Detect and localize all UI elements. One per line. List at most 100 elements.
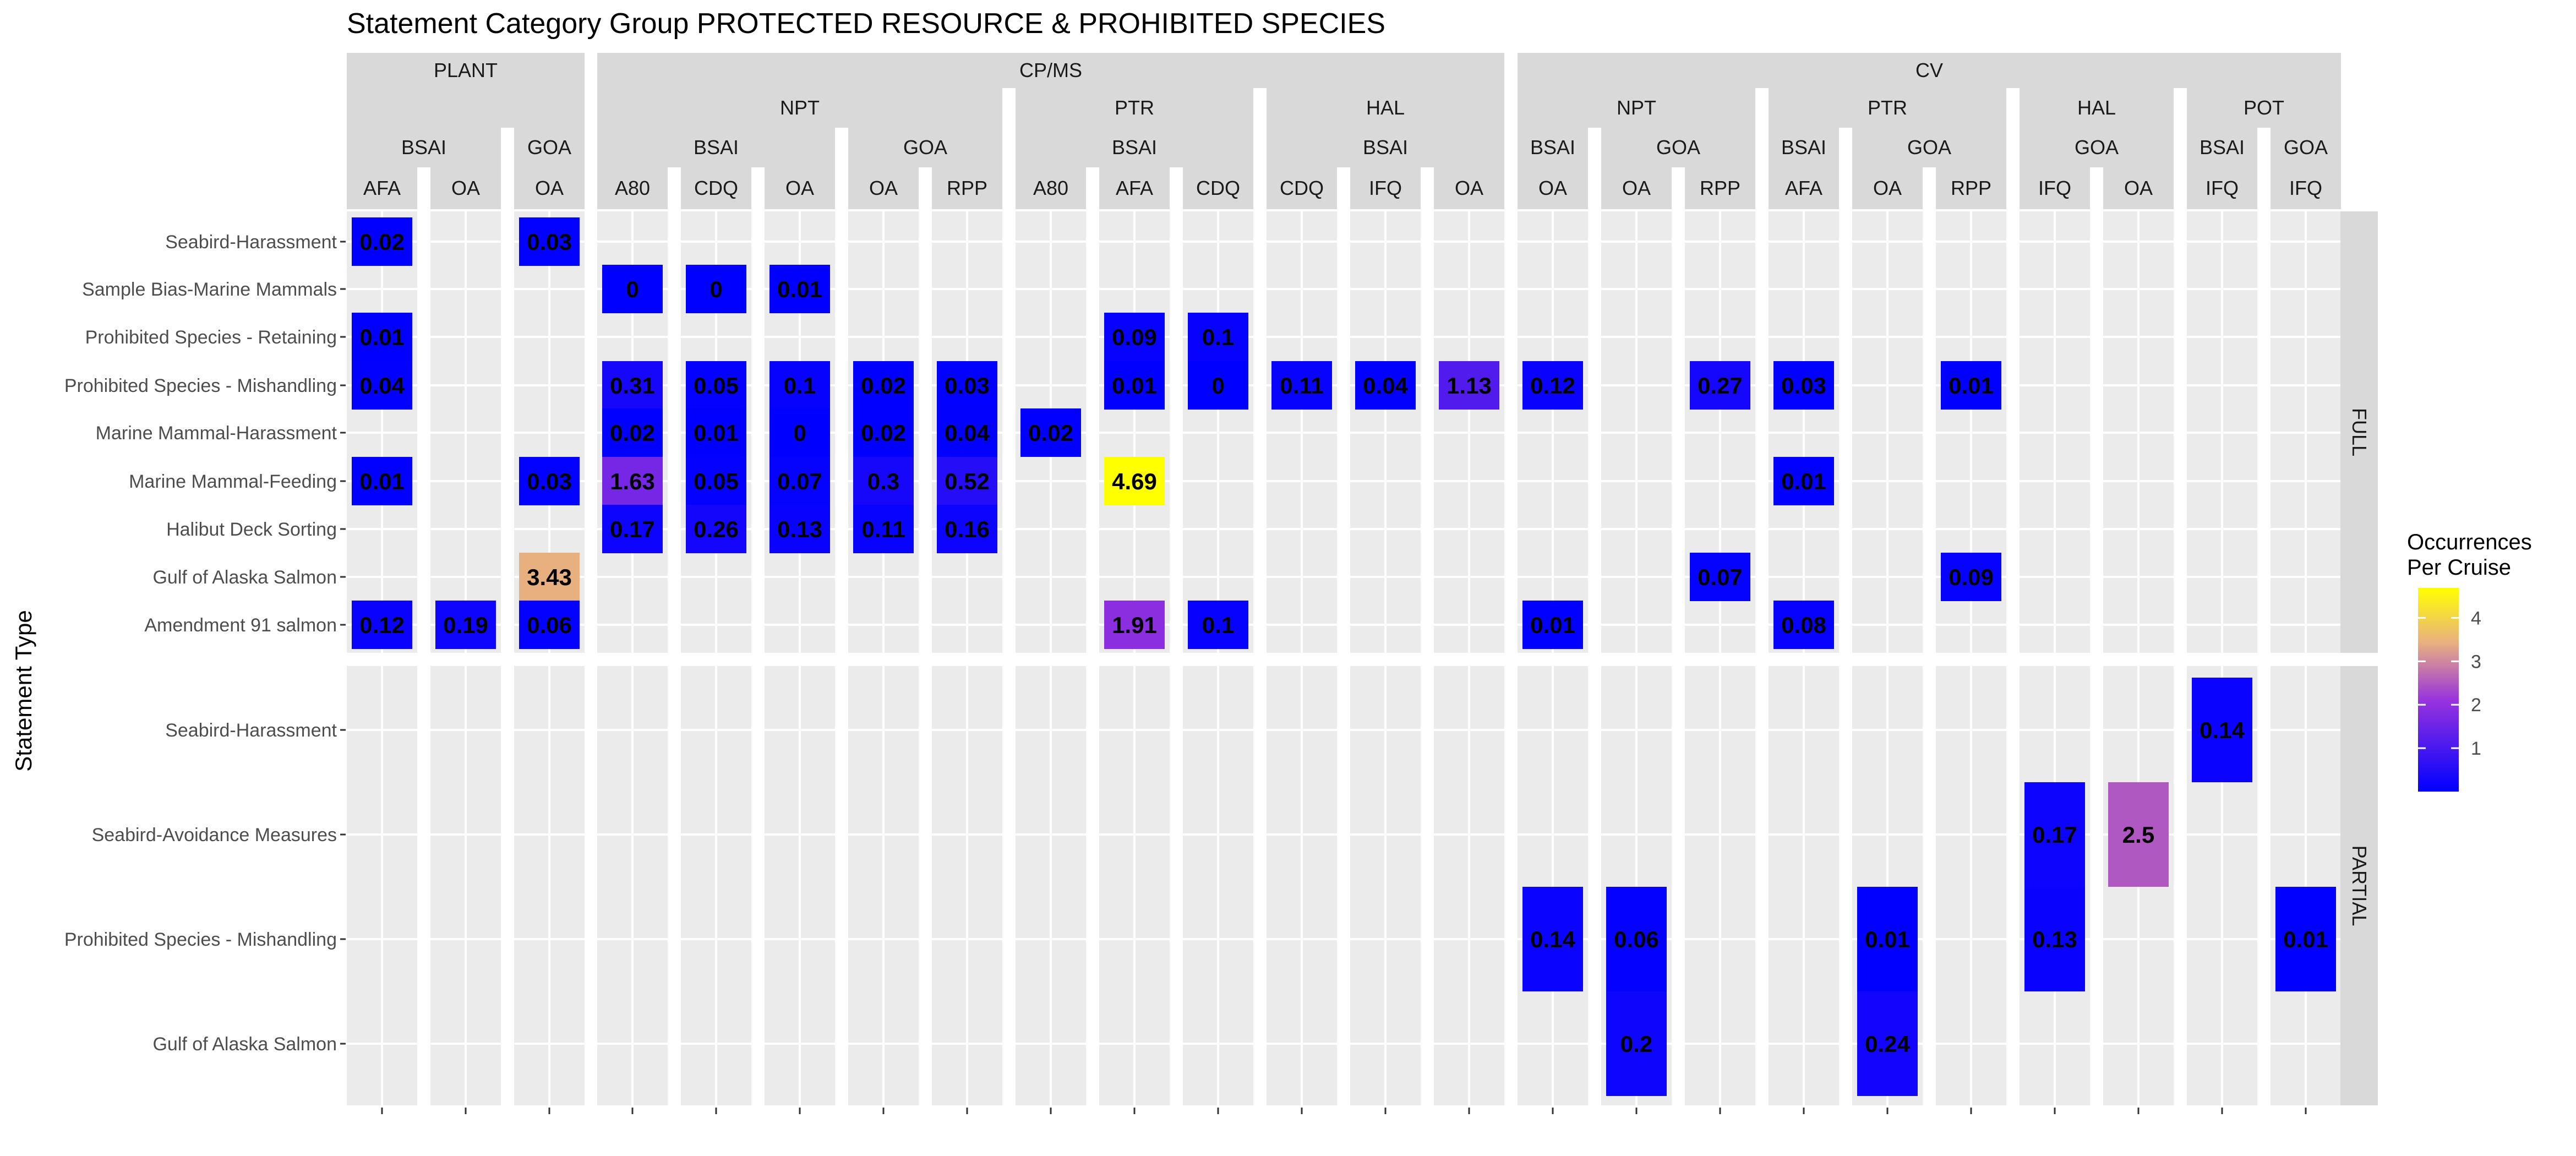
strip-l4-bg xyxy=(2020,167,2090,209)
strip-l4-label: OA xyxy=(785,177,814,199)
cell-value-label: 0.04 xyxy=(359,373,405,399)
strip-l3-bg xyxy=(514,128,585,167)
strip-l3-bg xyxy=(597,128,835,167)
strip-l3-bg xyxy=(1852,128,2006,167)
heatmap-cell xyxy=(1773,361,1834,410)
strip-l4-bg xyxy=(1099,167,1170,209)
strip-l4-label: OA xyxy=(1538,177,1567,199)
facet-panel-partial: Seabird-Harassment Seabird-Avoidance Meas… xyxy=(64,666,2378,1105)
cell-value-label: 0.01 xyxy=(1781,468,1826,494)
heatmap-cell xyxy=(519,217,580,266)
heatmap-cell xyxy=(769,505,830,553)
row-label: Halibut Deck Sorting xyxy=(166,519,337,540)
strip-l3-label: GOA xyxy=(2284,136,2328,159)
heatmap-cell xyxy=(352,361,412,410)
legend-colorbar xyxy=(2418,588,2459,792)
strip-l1-bg xyxy=(597,53,1504,88)
heatmap-cell xyxy=(602,505,663,553)
strip-l4-bg xyxy=(932,167,1002,209)
strip-l3-label: GOA xyxy=(1656,136,1700,159)
cell-value-label: 0.01 xyxy=(694,420,739,446)
heatmap-cell xyxy=(1941,361,2001,410)
cell-value-label: 0.1 xyxy=(1202,324,1234,350)
cell-value-label: 0.02 xyxy=(861,420,906,446)
heatmap-cell xyxy=(2192,678,2252,782)
heatmap-cell xyxy=(1857,887,1918,991)
heatmap-cell xyxy=(1104,601,1165,649)
strip-l2-bg xyxy=(1769,88,2006,128)
cell-value-label: 0.2 xyxy=(1620,1031,1652,1057)
strip-l4-bg xyxy=(514,167,585,209)
heatmap-cell xyxy=(686,265,746,313)
cell-value-label: 0 xyxy=(793,420,806,446)
cell-value-label: 0.01 xyxy=(1530,612,1575,638)
cell-value-label: 0.03 xyxy=(527,468,572,494)
heatmap-cell xyxy=(1522,361,1583,410)
strip-l4-label: OA xyxy=(869,177,898,199)
column-strips: PLANT CP/MS CV NPT PTR HAL NPT PTR HAL POT BSAI GOA… xyxy=(347,53,2341,209)
row-label: Amendment 91 salmon xyxy=(144,615,337,636)
strip-l3-label: GOA xyxy=(527,136,571,159)
cell-value-label: 0.13 xyxy=(777,516,822,542)
strip-l3-bg xyxy=(347,128,501,167)
strip-l2-label: NPT xyxy=(1617,96,1656,119)
cell-value-label: 0.09 xyxy=(1112,324,1157,350)
cell-value-label: 0.31 xyxy=(610,373,655,399)
strip-l4-label: CDQ xyxy=(1280,177,1324,199)
strip-l2-label: PTR xyxy=(1115,96,1154,119)
strip-l4-bg xyxy=(1685,167,1755,209)
facet-strip-bg xyxy=(2340,666,2378,1105)
cell-value-label: 0.01 xyxy=(359,468,405,494)
strip-l4-bg xyxy=(681,167,751,209)
strip-l3-label: GOA xyxy=(903,136,947,159)
heatmap-cell xyxy=(769,361,830,410)
cell-value-label: 0.52 xyxy=(945,468,990,494)
strip-l4-bg xyxy=(430,167,501,209)
row-label: Gulf of Alaska Salmon xyxy=(152,567,337,588)
strip-l3-label: BSAI xyxy=(694,136,739,159)
cell-value-label: 0 xyxy=(626,276,638,302)
strip-l4-bg xyxy=(1518,167,1588,209)
heatmap-cell xyxy=(2024,887,2085,991)
strip-l4-label: A80 xyxy=(1033,177,1068,199)
strip-l2-bg xyxy=(597,88,1002,128)
heatmap-cell xyxy=(1355,361,1416,410)
heatmap-cell xyxy=(853,457,914,505)
cell-value-label: 0.07 xyxy=(1698,564,1743,590)
cell-value-label: 0.08 xyxy=(1781,612,1826,638)
legend-title-line1: Occurrences xyxy=(2407,530,2532,554)
strip-l4-bg xyxy=(2103,167,2174,209)
strip-l4-bg xyxy=(1183,167,1253,209)
cell-value-label: 0.16 xyxy=(945,516,990,542)
strip-l3-bg xyxy=(1769,128,1839,167)
strip-l3-label: BSAI xyxy=(1112,136,1157,159)
heatmap-cell xyxy=(352,313,412,361)
facet-panel-full: Seabird-Harassment Sample Bias-Marine Mam… xyxy=(64,211,2378,653)
heatmap-cell xyxy=(435,601,496,649)
heatmap-cell xyxy=(1439,361,1499,410)
cell-value-label: 0.04 xyxy=(945,420,990,446)
heatmap-cell xyxy=(937,457,997,505)
heatmap-cell xyxy=(1271,361,1332,410)
heatmap-cell xyxy=(519,457,580,505)
legend: Occurrences Per Cruise 1 2 3 4 xyxy=(2407,530,2532,792)
heatmap-cell xyxy=(853,361,914,410)
cell-value-label: 0.13 xyxy=(2032,926,2077,952)
heatmap-cell xyxy=(937,505,997,553)
heatmap-cell xyxy=(2275,887,2336,991)
strip-l1-bg xyxy=(347,53,585,88)
legend-tick-label: 3 xyxy=(2471,651,2481,672)
strip-l3-bg xyxy=(1518,128,1588,167)
cell-value-label: 0.11 xyxy=(1280,373,1323,399)
row-label: Seabird-Avoidance Measures xyxy=(92,825,337,846)
strip-l3-bg xyxy=(2271,128,2341,167)
strip-l2-bg xyxy=(1016,88,1253,128)
row-label: Prohibited Species - Retaining xyxy=(85,327,337,348)
row-label: Prohibited Species - Mishandling xyxy=(64,375,337,396)
cell-value-label: 0.3 xyxy=(867,468,899,494)
strip-l3-label: BSAI xyxy=(1530,136,1575,159)
strip-l4-label: OA xyxy=(1873,177,1902,199)
cell-value-label: 0.14 xyxy=(2200,717,2245,743)
heatmap-cell xyxy=(853,505,914,553)
